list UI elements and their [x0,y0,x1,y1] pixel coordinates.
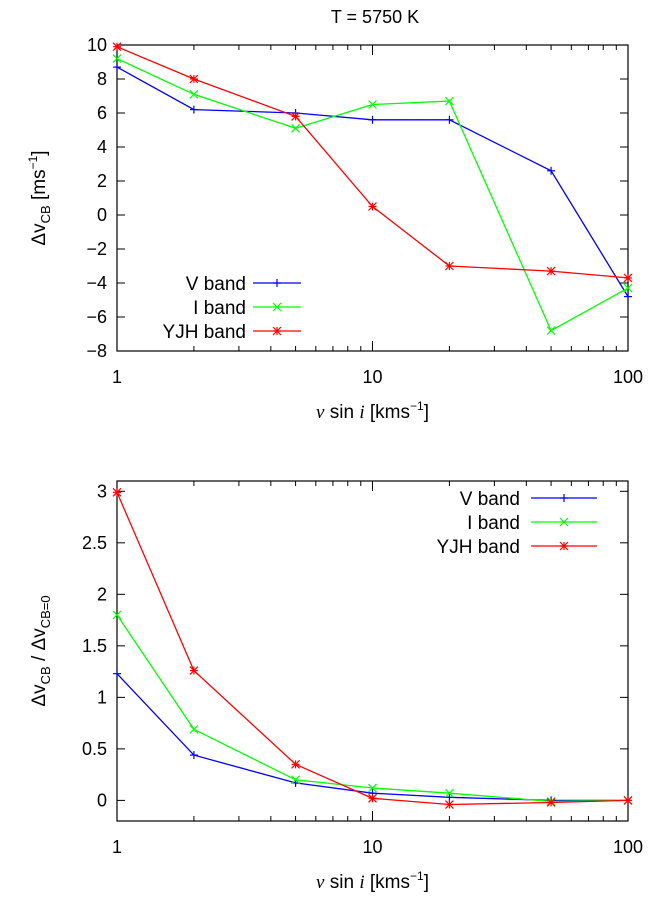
y-tick-label: −2 [86,239,107,259]
y-tick-label: 0 [97,790,107,810]
y-tick-label: −6 [86,307,107,327]
data-point-yjh-band [623,273,633,283]
data-point-i-band [291,775,301,785]
y-tick-label: −8 [86,341,107,361]
data-point-yjh-band [291,759,301,769]
x-tick-label: 10 [362,837,382,857]
data-point-yjh-band [623,795,633,805]
data-point-yjh-band [189,74,199,84]
data-point-yjh-band [546,798,556,807]
y-tick-label: 10 [87,35,107,55]
legend: V band I band YJH band [163,274,301,343]
data-point-i-band [112,54,122,64]
x-tick-label: 10 [362,367,382,387]
y-tick-label: 2 [97,584,107,604]
data-point-yjh-band [368,793,377,803]
data-point-i-band [623,283,633,293]
legend-label-i-band: I band [467,513,520,534]
chart-title: T = 5750 K [331,7,419,27]
x-tick-label: 100 [613,837,643,857]
data-point-i-band [189,89,199,99]
data-point-i-band [368,100,377,109]
y-tick-label: 1.5 [82,636,107,656]
legend-marker-i-band [559,517,569,527]
data-point-i-band [112,610,122,620]
lower-chart: 0 0.5 1 1.5 2 2.5 3 1 10 100 v sin i [kms−1] ΔvCB /… [29,480,643,893]
data-point-i-band [444,96,454,106]
legend: V band I band YJH band [437,489,597,558]
legend-marker-yjh-band [559,541,569,551]
x-tick-label: 100 [613,367,643,387]
data-point-i-band [368,783,377,793]
y-tick-label: 2.5 [82,533,107,553]
data-point-i-band [546,326,556,336]
legend-marker-i-band [272,302,282,312]
y-tick-label: 0 [97,205,107,225]
series-line-v-band [116,673,628,802]
y-tick-label: 2 [97,171,107,191]
legend-marker-v-band [560,494,568,502]
data-point-yjh-band [444,261,454,271]
data-point-v-band [113,669,121,678]
upper-chart: −8 −6 −4 −2 0 2 4 6 8 10 1 10 100 v sin i [kms−1] ΔvCB… [26,35,643,423]
data-point-yjh-band [189,666,199,676]
legend-marker-yjh-band [272,326,282,336]
y-axis-label: ΔvCB / ΔvCB=0 [29,595,53,706]
legend-label-v-band: V band [186,274,246,295]
y-tick-label: 1 [97,687,107,707]
y-tick-label: −4 [86,273,107,293]
data-point-v-band [445,793,454,802]
legend-label-i-band: I band [193,298,246,319]
series-line-v-band [116,66,629,297]
y-tick-label: 3 [97,481,107,501]
series-line-i-band [116,614,629,803]
data-point-yjh-band [112,487,122,497]
x-tick-label: 1 [112,837,122,857]
y-tick-label: 0.5 [82,739,107,759]
data-point-yjh-band [546,266,556,276]
data-point-v-band [189,751,198,760]
data-point-v-band [547,166,556,175]
y-axis-label: ΔvCB [ms−1] [26,150,53,245]
plot-frame [116,480,629,822]
data-point-v-band [624,292,632,301]
data-point-v-band [445,115,454,124]
data-point-yjh-band [444,800,454,809]
y-tick-label: 8 [97,69,107,89]
data-point-yjh-band [112,42,122,52]
x-axis-label: v sin i [kms−1] [316,869,429,893]
data-point-yjh-band [368,202,377,211]
x-axis-label: v sin i [kms−1] [316,399,429,423]
y-tick-label: 6 [97,103,107,123]
data-point-i-band [291,123,301,133]
legend-label-yjh-band: YJH band [437,537,520,558]
data-point-v-band [368,115,377,124]
data-point-i-band [189,724,199,734]
x-tick-label: 1 [112,367,122,387]
data-point-v-band [113,63,121,72]
legend-label-yjh-band: YJH band [163,322,246,343]
y-tick-label: 4 [97,137,107,157]
legend-label-v-band: V band [460,489,520,510]
data-point-yjh-band [291,111,301,121]
data-point-i-band [444,788,454,798]
data-point-v-band [189,105,198,114]
legend-marker-v-band [273,279,281,287]
